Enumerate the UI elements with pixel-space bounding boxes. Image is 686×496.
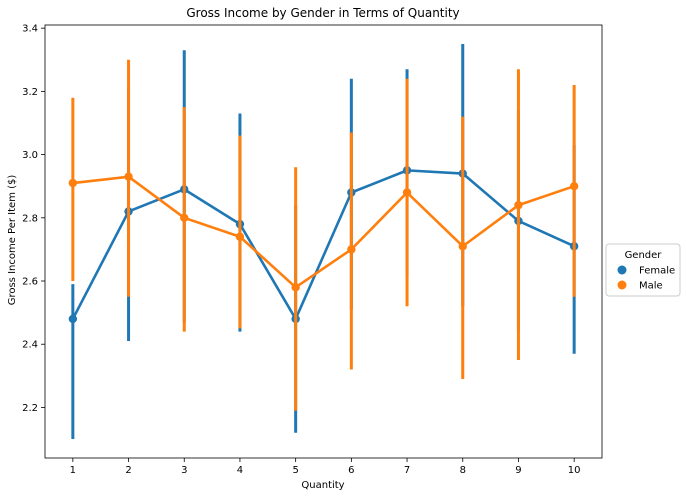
chart-title: Gross Income by Gender in Terms of Quant… [186,6,459,20]
x-tick-label: 8 [460,465,466,476]
x-tick-label: 4 [237,465,243,476]
x-tick-label: 1 [70,465,76,476]
y-tick-label: 2.2 [22,403,38,414]
male-point [68,178,78,188]
legend-marker-male [617,280,627,290]
series-female [68,43,579,440]
male-point [180,213,189,222]
legend: Gender Female Male [605,243,681,297]
legend-label-female: Female [639,266,675,277]
plot-area [44,24,603,459]
legend-marker-female [617,265,627,275]
x-tick-label: 10 [568,465,581,476]
female-line [71,169,575,321]
y-axis-title: Gross Income Per Item ($) [7,175,18,306]
male-point [235,232,245,241]
legend-label-male: Male [639,281,663,292]
x-tick-label: 5 [292,465,298,476]
male-point [124,172,133,181]
x-tick-label: 2 [125,465,131,476]
y-tick-label: 3.4 [22,24,38,35]
male-point [514,200,523,210]
male-point [402,188,412,197]
male-point [458,242,467,251]
y-tick-label: 3.0 [22,150,38,161]
x-axis-title: Quantity [301,480,344,491]
male-point [569,181,579,191]
y-tick-label: 3.2 [22,87,38,98]
legend-title: Gender [625,250,663,261]
x-tick-label: 9 [515,465,521,476]
x-tick-label: 3 [181,465,187,476]
series-male [68,59,579,411]
y-tick-label: 2.6 [22,277,38,288]
male-point [347,245,356,254]
y-axis: 2.2 2.4 2.6 2.8 3.0 3.2 3.4 [22,24,45,414]
y-tick-label: 2.8 [22,213,38,224]
male-point [291,283,300,292]
x-tick-label: 7 [404,465,410,476]
x-axis: 1 2 3 4 5 6 7 8 9 10 [70,458,581,476]
female-point [68,314,78,324]
male-line [72,175,575,289]
y-tick-label: 2.4 [22,340,38,351]
x-tick-label: 6 [348,465,354,476]
plot-frame [44,24,603,459]
